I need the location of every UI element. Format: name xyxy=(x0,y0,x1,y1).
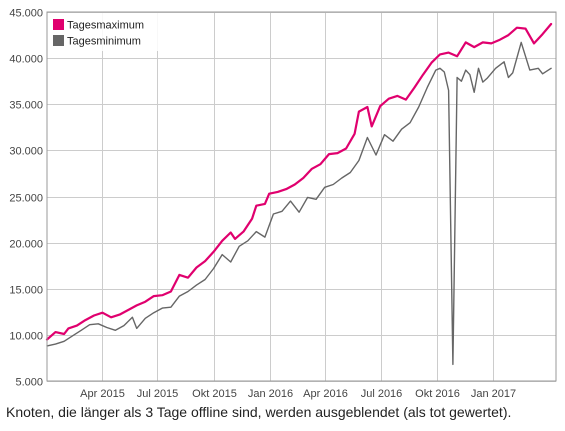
x-axis: Apr 2015 Jul 2015 Okt 2015 Jan 2016 Apr 2016… xyxy=(80,388,516,400)
series-line-tagesmaximum xyxy=(45,22,553,341)
x-tick-label: Jan 2017 xyxy=(471,388,516,400)
y-tick-label: 40.000 xyxy=(9,54,43,66)
y-axis: 5.000 10.000 15.000 20.000 25.000 30.000 35.00… xyxy=(9,8,43,389)
line-chart: 5.000 10.000 15.000 20.000 25.000 30.000 35.00… xyxy=(9,8,557,400)
x-tick-label: Okt 2016 xyxy=(415,388,460,400)
y-tick-label: 20.000 xyxy=(9,239,43,251)
legend-box xyxy=(49,13,167,51)
x-tick-label: Jul 2015 xyxy=(137,388,179,400)
x-tick-label: Apr 2015 xyxy=(80,388,125,400)
legend-label-max[interactable]: Tagesmaximum xyxy=(67,20,144,32)
x-tick-label: Okt 2015 xyxy=(192,388,237,400)
plot-frame xyxy=(46,11,557,382)
x-tick-label: Apr 2016 xyxy=(303,388,348,400)
y-tick-label: 30.000 xyxy=(9,146,43,158)
legend: Tagesmaximum Tagesminimum xyxy=(49,13,167,51)
series-group xyxy=(45,22,553,366)
x-tick-label: Jan 2016 xyxy=(248,388,293,400)
y-tick-label: 45.000 xyxy=(9,8,43,20)
x-tick-label: Jul 2016 xyxy=(361,388,403,400)
y-tick-label: 10.000 xyxy=(9,331,43,343)
legend-swatch-max xyxy=(53,19,64,30)
y-tick-label: 5.000 xyxy=(15,377,43,389)
legend-swatch-min xyxy=(53,35,64,46)
series-line-tagesminimum xyxy=(46,41,552,366)
grid xyxy=(47,12,556,382)
y-tick-label: 35.000 xyxy=(9,100,43,112)
y-tick-label: 25.000 xyxy=(9,193,43,205)
y-tick-label: 15.000 xyxy=(9,285,43,297)
legend-label-min[interactable]: Tagesminimum xyxy=(67,36,141,48)
chart-caption: Knoten, die länger als 3 Tage offline si… xyxy=(6,404,512,420)
